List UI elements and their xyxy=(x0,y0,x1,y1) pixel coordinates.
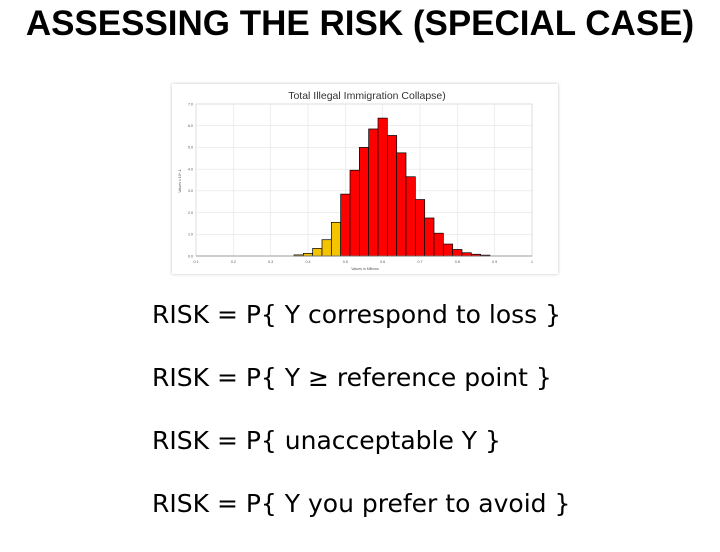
chart-axes: 0.0 1.0 2.0 3.0 4.0 5.0 6.0 7.0 0.1 0.2 0.3 0.4 0.5 0… xyxy=(188,102,533,264)
x-tick-label: 0.9 xyxy=(492,260,497,264)
risk-definition-avoid: RISK = P{ Y you prefer to avoid } xyxy=(152,489,571,518)
y-tick-label: 7.0 xyxy=(188,102,193,106)
histogram-bar xyxy=(358,147,370,257)
slide-title-text: ASSESSING THE RISK (SPECIAL CASE) xyxy=(25,4,695,43)
chart-bars xyxy=(293,117,491,257)
histogram-bar xyxy=(368,128,379,257)
y-tick-label: 4.0 xyxy=(188,167,193,171)
risk-definition-loss: RISK = P{ Y correspond to loss } xyxy=(152,300,562,329)
y-tick-label: 2.0 xyxy=(188,211,193,215)
histogram-bar xyxy=(321,239,332,257)
histogram-bar xyxy=(340,193,351,257)
histogram-bar xyxy=(312,248,323,257)
y-tick-label: 5.0 xyxy=(188,146,193,150)
histogram-bar xyxy=(442,243,454,257)
risk-definition-reference-point: RISK = P{ Y ≥ reference point } xyxy=(152,363,552,392)
slide-title: ASSESSING THE RISK (SPECIAL CASE) xyxy=(0,2,720,46)
histogram-bar xyxy=(302,253,314,257)
chart-y-axis-label: Values x 10^-1 xyxy=(178,169,182,192)
x-tick-label: 0.4 xyxy=(306,260,311,264)
histogram-bar xyxy=(424,217,435,257)
chart-title: Total Illegal Immigration Collapse) xyxy=(288,90,446,102)
x-tick-label: 0.8 xyxy=(455,260,460,264)
x-tick-label: 0.2 xyxy=(231,260,236,264)
histogram-bar xyxy=(386,135,398,257)
histogram-svg: 0.0 1.0 2.0 3.0 4.0 5.0 6.0 7.0 0.1 0.2 0.3 0.4 0.5 0… xyxy=(172,84,558,274)
histogram-bar xyxy=(330,221,342,257)
risk-definition-unacceptable: RISK = P{ unacceptable Y } xyxy=(152,426,501,455)
x-tick-label: 0.6 xyxy=(380,260,385,264)
histogram-bar xyxy=(414,199,426,257)
histogram-bar xyxy=(433,232,444,257)
x-tick-label: 0.3 xyxy=(268,260,273,264)
x-tick-label: 0.1 xyxy=(194,260,199,264)
histogram-bar xyxy=(461,252,472,257)
y-tick-label: 1.0 xyxy=(188,233,193,237)
x-tick-label: 1 xyxy=(531,260,533,264)
chart-x-axis-label: Values in Millions xyxy=(351,267,379,271)
y-tick-label: 3.0 xyxy=(188,189,193,193)
x-tick-label: 0.5 xyxy=(343,260,348,264)
histogram-chart: 0.0 1.0 2.0 3.0 4.0 5.0 6.0 7.0 0.1 0.2 0.3 0.4 0.5 0… xyxy=(172,84,558,274)
histogram-bar xyxy=(452,249,463,257)
y-tick-label: 6.0 xyxy=(188,124,193,128)
histogram-bar xyxy=(396,152,407,257)
risk-definitions-list: RISK = P{ Y correspond to loss } RISK = … xyxy=(152,300,712,552)
y-tick-label: 0.0 xyxy=(188,254,193,258)
histogram-bar xyxy=(405,176,416,257)
histogram-bar xyxy=(349,169,360,257)
histogram-bar xyxy=(377,117,388,257)
x-tick-label: 0.7 xyxy=(418,260,423,264)
